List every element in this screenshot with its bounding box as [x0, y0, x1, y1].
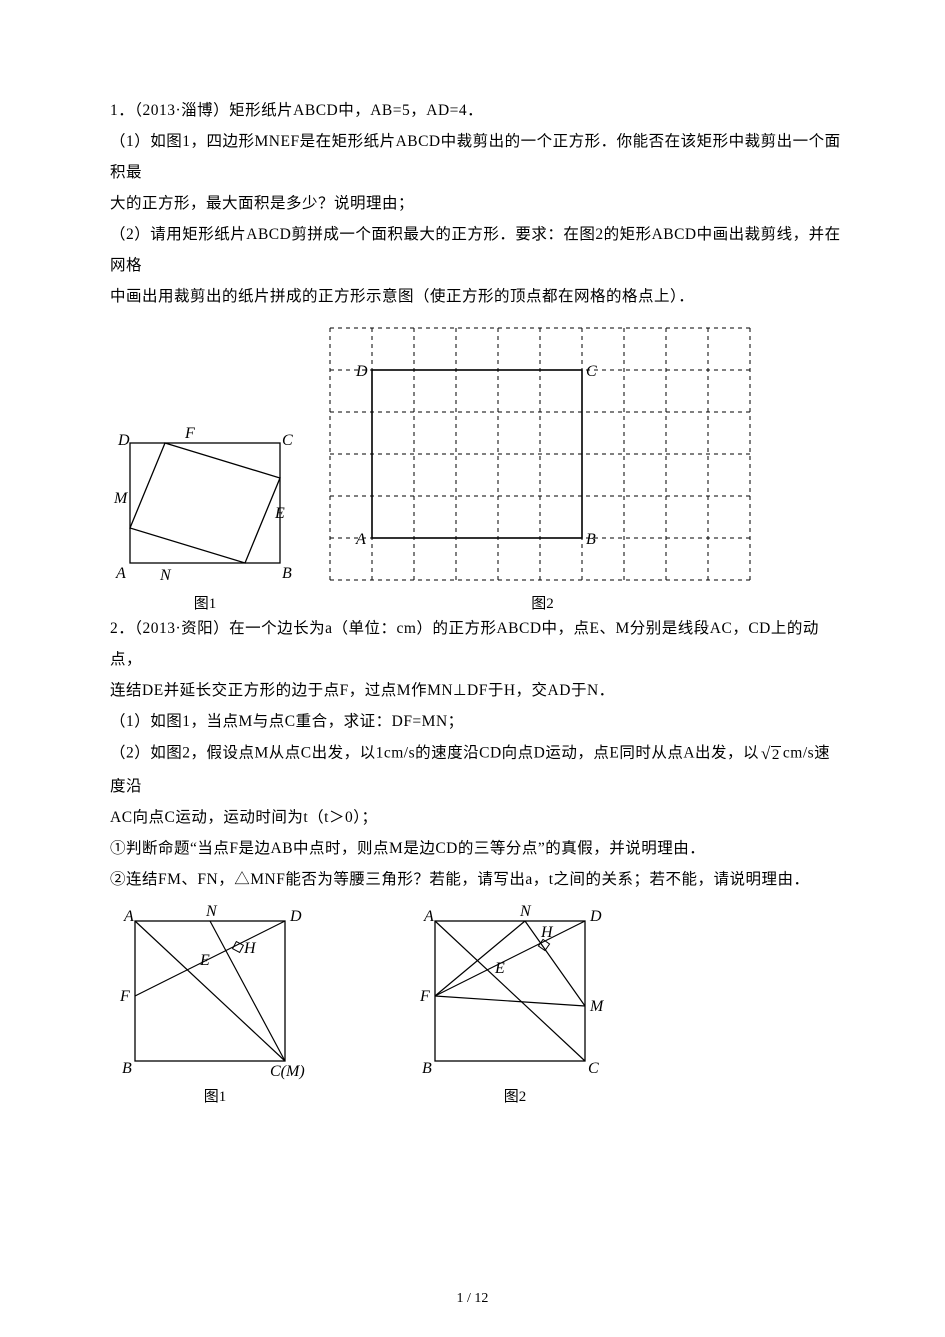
p1-figures-row: D F C M E A N B 图1 D C A B 图2 [110, 318, 845, 613]
svg-text:C: C [586, 363, 597, 380]
p1-line5: 中画出用裁剪出的纸片拼成的正方形示意图（使正方形的顶点都在网格的格点上）． [110, 281, 845, 312]
label-H: H [243, 940, 257, 957]
p2-line1: 2．（2013·资阳）在一个边长为a（单位：cm）的正方形ABCD中，点E、M分… [110, 613, 845, 675]
label-A: A [123, 908, 134, 925]
label-A: A [423, 908, 434, 925]
svg-text:D: D [355, 363, 368, 380]
label-H: H [540, 924, 554, 941]
label-E: E [494, 960, 505, 977]
p1-line3: 大的正方形，最大面积是多少？说明理由； [110, 188, 845, 219]
p2-line2: 连结DE并延长交正方形的边于点F，过点M作MN⊥DF于H，交AD于N． [110, 675, 845, 706]
label-F: F [419, 988, 430, 1005]
label-D: D [289, 908, 302, 925]
sqrt2-val: 2 [771, 746, 781, 763]
label-B: B [422, 1060, 432, 1077]
label-N: N [205, 903, 218, 920]
p2-line3: （1）如图1，当点M与点C重合，求证：DF=MN； [110, 706, 845, 737]
label-B: B [122, 1060, 132, 1077]
svg-text:A: A [355, 531, 366, 548]
p2-line7: ②连结FM、FN，△MNF能否为等腰三角形？若能，请写出a，t之间的关系；若不能… [110, 864, 845, 895]
p1-fig2-block: D C A B 图2 [320, 318, 765, 613]
label-A: A [115, 565, 126, 582]
p2-line4a: （2）如图2，假设点M从点C出发，以1cm/s的速度沿CD向点D运动，点E同时从… [110, 745, 759, 762]
label-D: D [117, 432, 130, 449]
p2-figures-row: A N D E H F B C(M) 图1 [110, 901, 845, 1106]
p1-fig1-caption: 图1 [194, 592, 217, 613]
p2-fig2-svg: A N D E H F M B C [410, 901, 620, 1081]
label-CM: C(M) [270, 1063, 305, 1080]
p1-line1: 1．（2013·淄博）矩形纸片ABCD中，AB=5，AD=4． [110, 95, 845, 126]
p2-line4: （2）如图2，假设点M从点C出发，以1cm/s的速度沿CD向点D运动，点E同时从… [110, 737, 845, 802]
label-F: F [184, 425, 195, 442]
label-E: E [199, 952, 210, 969]
label-N: N [159, 567, 172, 584]
label-M: M [589, 998, 605, 1015]
label-C: C [282, 432, 293, 449]
label-C: C [588, 1060, 599, 1077]
label-N: N [519, 903, 532, 920]
label-D: D [589, 908, 602, 925]
p1-fig1-svg: D F C M E A N B [110, 423, 300, 588]
p1-fig2-svg: D C A B [320, 318, 765, 588]
p2-line5: AC向点C运动，运动时间为t（t＞0）； [110, 802, 845, 833]
page-number: 1 / 12 [0, 1291, 945, 1307]
p2-fig1-svg: A N D E H F B C(M) [110, 901, 320, 1081]
p1-line4: （2）请用矩形纸片ABCD剪拼成一个面积最大的正方形．要求：在图2的矩形ABCD… [110, 219, 845, 281]
svg-text:B: B [586, 531, 596, 548]
label-B: B [282, 565, 292, 582]
p1-fig1-block: D F C M E A N B 图1 [110, 423, 300, 613]
p2-fig2-block: A N D E H F M B C 图2 [410, 901, 620, 1106]
label-E: E [274, 505, 285, 522]
p2-fig2-caption: 图2 [504, 1085, 527, 1106]
page: 1．（2013·淄博）矩形纸片ABCD中，AB=5，AD=4． （1）如图1，四… [0, 0, 945, 1337]
label-F: F [119, 988, 130, 1005]
p2-fig1-caption: 图1 [204, 1085, 227, 1106]
p2-line6: ①判断命题“当点F是边AB中点时，则点M是边CD的三等分点”的真假，并说明理由． [110, 833, 845, 864]
p2-fig1-block: A N D E H F B C(M) 图1 [110, 901, 320, 1106]
p1-line2: （1）如图1，四边形MNEF是在矩形纸片ABCD中裁剪出的一个正方形．你能否在该… [110, 126, 845, 188]
label-M: M [113, 490, 129, 507]
p1-fig2-caption: 图2 [531, 592, 554, 613]
